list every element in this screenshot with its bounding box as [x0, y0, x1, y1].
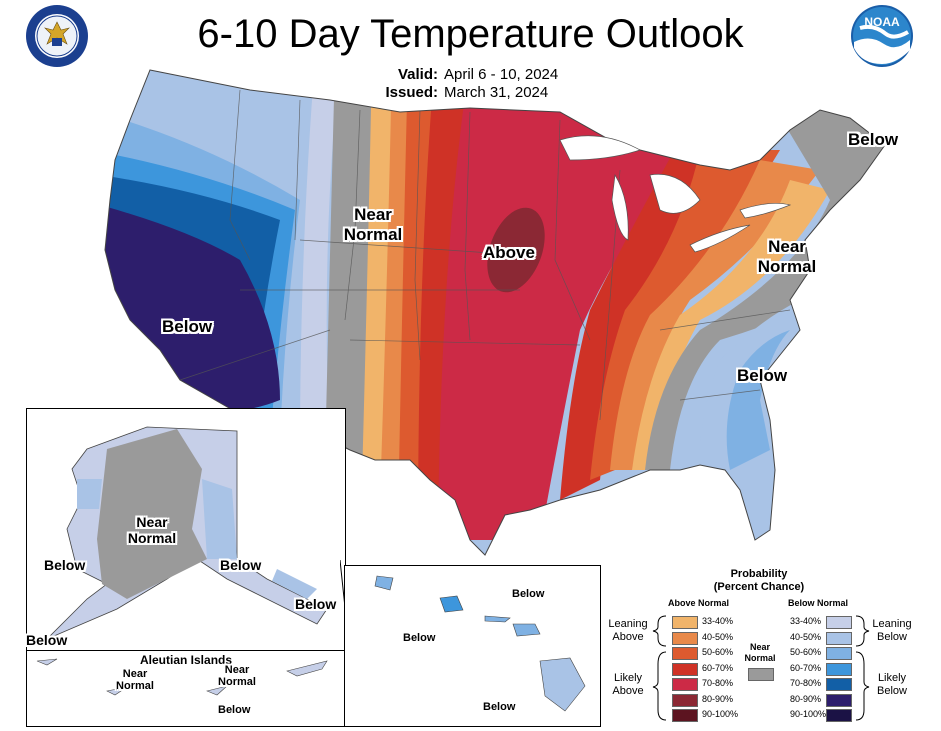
alaska-below-west: Below [44, 557, 86, 573]
legend-below-swatch [826, 678, 852, 691]
valid-label: Valid: [397, 66, 438, 83]
legend-likely-above: Likely Above [612, 672, 644, 697]
legend-below-swatch [826, 693, 852, 707]
hawaii-below-3: Below [483, 701, 516, 713]
legend-below-range: 60-70% [790, 662, 822, 673]
legend-above-range: 90-100% [702, 709, 739, 719]
legend-left-braces [652, 615, 667, 721]
legend-below-range: 70-80% [790, 678, 822, 688]
label-northeast-below: Below [848, 130, 899, 149]
label-southeast-below: Below [737, 366, 788, 385]
label-above: Above [483, 243, 535, 262]
alaska-inset [26, 408, 346, 651]
legend-above-range: 33-40% [702, 616, 734, 626]
aleutian-inset [26, 650, 346, 727]
legend-below-swatch [826, 662, 852, 676]
legend-below-range: 50-60% [790, 647, 822, 657]
legend: Probability (Percent Chance) Above Norma… [600, 566, 940, 726]
aleutian-below: Below [218, 704, 251, 716]
aleutian-title: Aleutian Islands [140, 653, 233, 667]
alaska-below-southeast: Below [220, 557, 262, 573]
legend-likely-below: Likely Below [877, 672, 907, 697]
legend-above-range: 60-70% [702, 662, 734, 673]
legend-below-range: 33-40% [790, 616, 822, 626]
legend-title: Probability (Percent Chance) [713, 568, 805, 593]
legend-below-swatch [826, 647, 852, 660]
legend-above-swatch [672, 678, 698, 691]
legend-below-header: Below Normal [788, 598, 849, 608]
commerce-seal-logo [25, 4, 89, 68]
legend-below-swatch [826, 709, 852, 722]
legend-above-swatch [672, 616, 698, 629]
legend-above-header: Above Normal [668, 598, 730, 608]
legend-below-range: 80-90% [790, 693, 822, 704]
label-east-near-normal: Near Normal [757, 237, 817, 276]
hawaii-inset [344, 565, 601, 727]
legend-above-range: 70-80% [702, 678, 734, 688]
hawaii-below-2: Below [403, 632, 436, 644]
legend-above-swatch [672, 693, 698, 707]
noaa-logo-text: NOAA [864, 15, 900, 29]
legend-above-swatch [672, 662, 698, 676]
legend-below-range: 40-50% [790, 631, 822, 642]
issued-label: Issued: [385, 84, 438, 101]
hawaii-below-1: Below [512, 588, 545, 600]
legend-above-range: 40-50% [702, 631, 734, 642]
legend-below-swatch [826, 631, 852, 645]
label-plains-near-normal: Near Normal [343, 205, 403, 244]
aleutian-near-normal-b: Near Normal [218, 664, 256, 688]
legend-above-swatch [672, 709, 698, 722]
legend-leaning-below: Leaning Below [872, 618, 912, 643]
legend-above-range: 80-90% [702, 693, 734, 704]
noaa-logo: NOAA [850, 4, 914, 68]
legend-right-braces [855, 615, 870, 721]
alaska-below-panhandle: Below [295, 596, 337, 612]
legend-near-normal: Near Normal [744, 642, 776, 663]
legend-above-swatch [672, 647, 698, 660]
legend-above-range: 50-60% [702, 647, 734, 657]
alaska-below-southwest: Below [26, 632, 68, 648]
legend-below-range: 90-100% [790, 709, 827, 719]
legend-below-swatch [826, 616, 852, 629]
legend-leaning-above: Leaning Above [608, 618, 648, 643]
map-title: 6-10 Day Temperature Outlook [197, 12, 744, 56]
label-west-below: Below [162, 317, 213, 336]
aleutian-near-normal-a: Near Normal [116, 668, 154, 692]
valid-value: April 6 - 10, 2024 [444, 66, 559, 83]
date-info: Valid: April 6 - 10, 2024 Issued: March 31… [380, 66, 558, 102]
issued-value: March 31, 2024 [444, 84, 549, 101]
alaska-near-normal: Near Normal [127, 514, 177, 546]
legend-near-normal-swatch [748, 668, 774, 681]
legend-above-swatch [672, 631, 698, 645]
